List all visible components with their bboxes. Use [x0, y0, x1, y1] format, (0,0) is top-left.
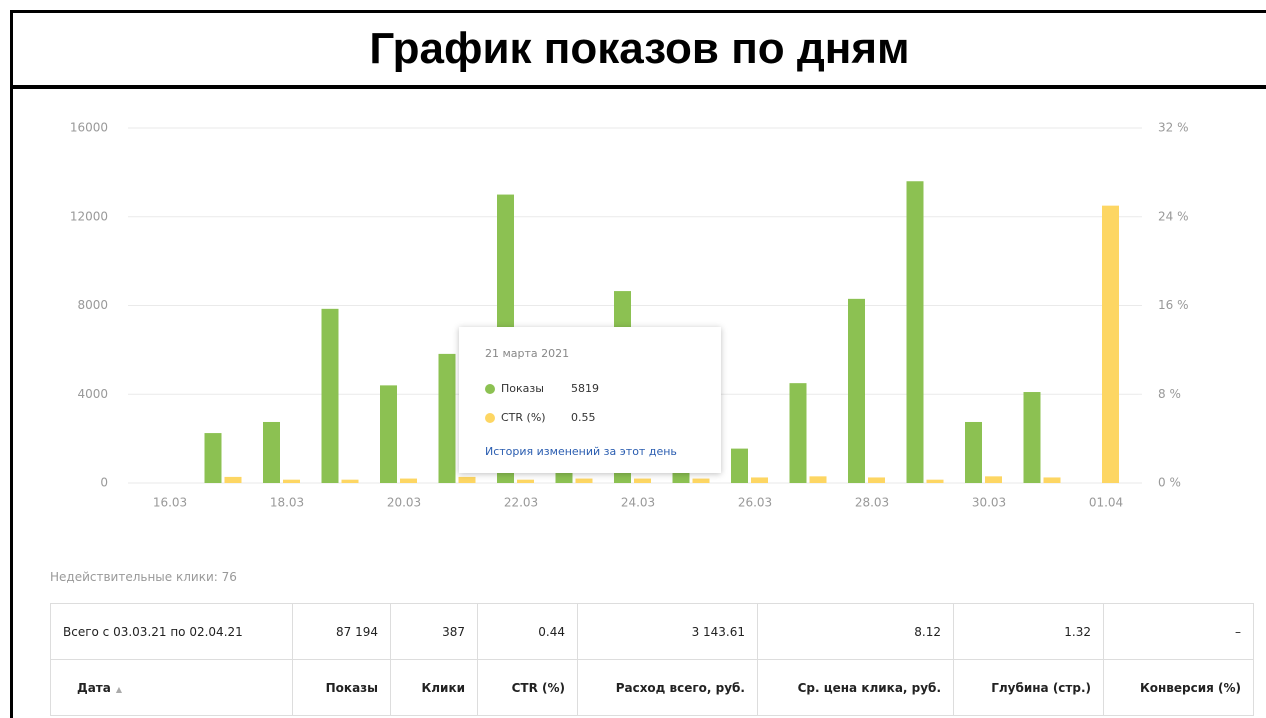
y2-tick-label: 16 %	[1158, 298, 1189, 312]
header-cell: Глубина (стр.)	[953, 659, 1104, 716]
y-tick-label: 8000	[77, 298, 108, 312]
cell-text: Показы	[325, 680, 378, 695]
bar	[926, 479, 944, 483]
bar	[341, 479, 359, 483]
x-tick-label: 20.03	[387, 496, 421, 510]
chart: 0 4000 8000 12000 16000 0 % 8 % 16 % 24 % 32 % 16.…	[70, 121, 1189, 510]
bar	[1102, 205, 1119, 483]
legend-label: CTR (%)	[501, 411, 546, 424]
cell-text: 3 143.61	[691, 624, 745, 639]
x-tick-label: 01.04	[1089, 496, 1123, 510]
bar	[751, 477, 768, 483]
cell-text: Глубина (стр.)	[991, 680, 1091, 695]
bar	[517, 479, 534, 483]
cell-text: 0.44	[538, 624, 565, 639]
cell-text: 8.12	[914, 624, 941, 639]
bar	[263, 421, 280, 483]
bar	[848, 298, 865, 483]
y2-tick-label: 32 %	[1158, 121, 1189, 135]
header-cell: Ср. цена клика, руб.	[757, 659, 954, 716]
stats-table: Всего с 03.03.21 по 02.04.21 87 194 387 0.4…	[50, 603, 1254, 716]
bar	[1023, 392, 1041, 483]
history-link[interactable]: История изменений за этот день	[485, 445, 677, 458]
summary-cell: 1.32	[953, 603, 1104, 660]
tooltip-title: 21 марта 2021	[485, 347, 570, 360]
summary-cell: 0.44	[477, 603, 578, 660]
tooltip-row: CTR (%) 0.55	[485, 411, 596, 424]
invalid-clicks: Недействительные клики: 76	[50, 570, 237, 584]
y-tick-label: 0	[100, 476, 108, 490]
header-row: Дата ▲ Показы Клики CTR (%) Расход всего, руб…	[50, 659, 1254, 716]
x-tick-label: 30.03	[972, 496, 1006, 510]
sort-arrow: ▲	[115, 684, 122, 694]
cell-text: 387	[442, 624, 465, 639]
bar	[985, 476, 1002, 483]
header-cell: Клики	[390, 659, 478, 716]
bar	[400, 478, 417, 483]
header-cell: CTR (%)	[477, 659, 578, 716]
cell-text: Всего с 03.03.21 по 02.04.21	[63, 624, 243, 639]
y-tick-label: 4000	[77, 387, 108, 401]
bar	[692, 478, 710, 483]
cell-text: Ср. цена клика, руб.	[797, 680, 941, 695]
legend-dot	[485, 384, 495, 394]
y2-tick-label: 24 %	[1158, 209, 1189, 223]
y2-tick-label: 8 %	[1158, 387, 1181, 401]
x-tick-label: 24.03	[621, 496, 655, 510]
bar	[224, 476, 242, 483]
x-tick-label: 16.03	[153, 496, 187, 510]
bar	[868, 477, 885, 483]
cell-text: Дата	[77, 680, 111, 695]
cell-text: 1.32	[1064, 624, 1091, 639]
bar	[906, 181, 924, 483]
bar	[634, 478, 651, 483]
tooltip: 21 марта 2021 Показы 5819 CTR (%) 0.55 Ист…	[459, 327, 721, 473]
cell-text: Конверсия (%)	[1139, 680, 1241, 695]
cell-text: CTR (%)	[511, 680, 565, 695]
bar	[380, 385, 397, 483]
summary-cell: –	[1103, 603, 1254, 660]
header-cell[interactable]: Дата ▲	[50, 659, 293, 716]
y2-tick-label: 0 %	[1158, 476, 1181, 490]
header-cell: Конверсия (%)	[1103, 659, 1254, 716]
bar	[458, 476, 476, 483]
header-cell: Показы	[292, 659, 391, 716]
bar	[789, 383, 807, 483]
bar	[731, 448, 748, 483]
separator	[10, 86, 1266, 89]
tooltip-value: 0.55	[571, 411, 596, 424]
x-tick-label: 26.03	[738, 496, 772, 510]
cell-text: 87 194	[336, 624, 378, 639]
cell-text: Расход всего, руб.	[615, 680, 745, 695]
summary-cell: 3 143.61	[577, 603, 758, 660]
summary-cell: Всего с 03.03.21 по 02.04.21	[50, 603, 293, 660]
x-tick-label: 18.03	[270, 496, 304, 510]
bar	[1043, 477, 1061, 483]
bar	[321, 308, 339, 483]
y-tick-label: 16000	[70, 121, 108, 135]
tooltip-row: Показы 5819	[485, 382, 599, 395]
x-tick-label: 28.03	[855, 496, 889, 510]
bar	[575, 478, 593, 483]
tooltip-value: 5819	[571, 382, 599, 395]
header-cell: Расход всего, руб.	[577, 659, 758, 716]
cell-text: Клики	[421, 680, 465, 695]
bar	[204, 433, 222, 483]
legend-dot	[485, 413, 495, 423]
summary-row: Всего с 03.03.21 по 02.04.21 87 194 387 0.4…	[50, 603, 1254, 660]
legend-label: Показы	[501, 382, 544, 395]
y-tick-label: 12000	[70, 209, 108, 223]
bar	[809, 476, 827, 483]
summary-cell: 8.12	[757, 603, 954, 660]
summary-cell: 87 194	[292, 603, 391, 660]
frame	[10, 86, 13, 718]
x-tick-label: 22.03	[504, 496, 538, 510]
bar	[283, 479, 300, 483]
bar	[438, 353, 456, 483]
cell-text: –	[1235, 624, 1241, 639]
summary-cell: 387	[390, 603, 478, 660]
bar	[965, 421, 982, 483]
